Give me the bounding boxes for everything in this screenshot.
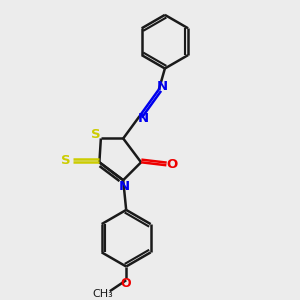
Text: CH₃: CH₃ bbox=[93, 289, 114, 299]
Text: N: N bbox=[119, 180, 130, 193]
Text: N: N bbox=[138, 112, 149, 125]
Text: N: N bbox=[157, 80, 168, 93]
Text: S: S bbox=[91, 128, 100, 141]
Text: O: O bbox=[166, 158, 177, 171]
Text: S: S bbox=[61, 154, 71, 167]
Text: O: O bbox=[121, 277, 131, 290]
